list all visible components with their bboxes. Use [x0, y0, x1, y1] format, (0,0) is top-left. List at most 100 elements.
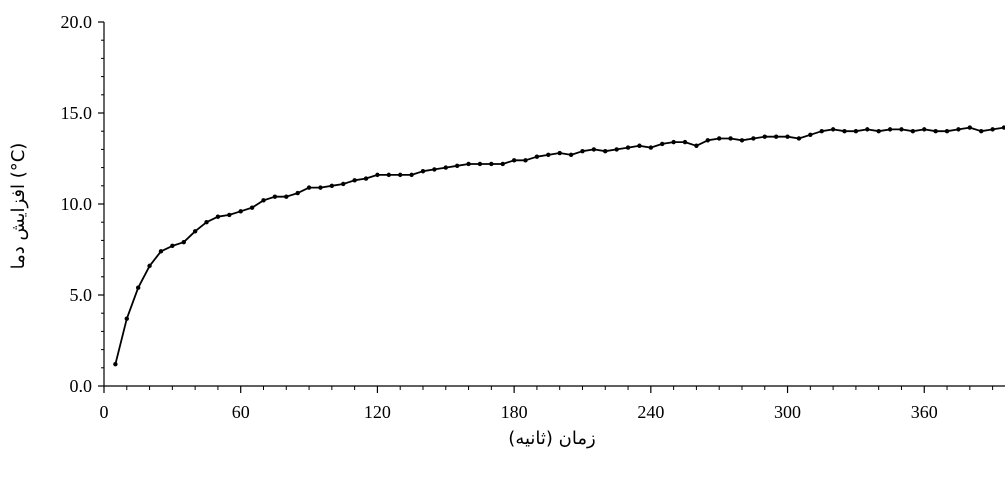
data-point: [796, 136, 802, 141]
x-tick-label: 240: [637, 402, 664, 422]
data-point: [534, 154, 540, 159]
data-point: [272, 194, 278, 199]
x-tick-label: 360: [911, 402, 938, 422]
x-tick-label: 180: [501, 402, 528, 422]
data-point: [808, 132, 813, 138]
data-point: [568, 152, 574, 158]
data-point: [363, 176, 369, 181]
data-point: [899, 127, 904, 132]
y-tick-label: 0.0: [70, 376, 93, 396]
data-point: [135, 285, 141, 290]
data-point: [284, 194, 289, 199]
data-point: [830, 127, 836, 132]
data-point: [204, 220, 209, 225]
data-point: [318, 185, 323, 190]
data-point: [694, 143, 699, 148]
data-point: [341, 181, 346, 187]
data-point: [420, 169, 426, 174]
data-point: [660, 141, 665, 147]
x-tick-label: 0: [100, 402, 109, 422]
data-point: [728, 136, 733, 141]
data-point: [500, 161, 505, 167]
tick-labels-layer: 0.0 5.0 10.0 15.0 20.0 0 60 120 180 240 300 360: [61, 12, 938, 422]
data-point: [887, 127, 893, 132]
axes-layer: [103, 22, 1005, 387]
data-point: [922, 127, 927, 132]
data-point: [147, 263, 152, 269]
data-point: [842, 129, 847, 134]
series-line: [114, 126, 1005, 365]
data-point: [489, 161, 494, 167]
data-point: [876, 129, 881, 134]
x-tick-label: 300: [774, 402, 801, 422]
data-point: [375, 172, 380, 178]
data-point: [990, 127, 995, 132]
data-point: [557, 150, 562, 156]
data-point: [956, 127, 961, 132]
data-point: [523, 158, 528, 163]
data-point: [716, 136, 722, 141]
data-point: [329, 183, 335, 188]
data-point: [113, 361, 118, 367]
data-point: [158, 249, 164, 254]
data-point: [181, 240, 186, 245]
data-point: [739, 138, 745, 143]
data-point: [386, 172, 392, 178]
data-point: [511, 158, 517, 163]
data-point: [432, 167, 437, 172]
data-point: [454, 163, 460, 168]
data-point: [614, 147, 619, 152]
data-point: [865, 127, 870, 132]
data-point: [637, 143, 642, 148]
data-point: [580, 149, 585, 154]
data-point: [853, 129, 859, 134]
data-point: [751, 136, 756, 141]
data-point: [124, 316, 129, 321]
ticks-layer: [98, 21, 994, 393]
data-point: [933, 129, 938, 134]
y-tick-label: 20.0: [61, 12, 93, 32]
data-point: [762, 134, 767, 139]
data-point: [910, 129, 916, 134]
data-point: [773, 134, 779, 139]
y-tick-label: 5.0: [70, 285, 93, 305]
data-point: [785, 134, 790, 139]
data-point: [591, 147, 597, 152]
data-point: [352, 178, 357, 183]
data-point: [409, 172, 414, 178]
data-point: [967, 125, 973, 130]
data-point: [398, 172, 403, 178]
data-point: [648, 145, 654, 150]
data-point: [215, 214, 221, 219]
x-tick-label: 60: [232, 402, 250, 422]
data-point: [477, 161, 483, 167]
data-point: [979, 129, 984, 134]
data-point: [819, 129, 824, 134]
y-axis-title: افزایش دما (°C): [8, 143, 29, 270]
y-tick-label: 15.0: [61, 103, 93, 123]
series-layer: [113, 125, 1005, 367]
y-tick-label: 10.0: [61, 194, 93, 214]
data-point: [682, 139, 688, 145]
data-point: [261, 198, 266, 203]
data-point: [170, 243, 175, 249]
data-point: [705, 138, 710, 143]
data-point: [227, 212, 232, 218]
data-point: [295, 190, 300, 196]
x-tick-label: 120: [364, 402, 391, 422]
data-point: [192, 229, 198, 234]
data-point: [625, 145, 631, 150]
data-point: [1001, 125, 1005, 130]
data-point: [546, 152, 551, 158]
data-point: [249, 205, 255, 210]
data-point: [944, 129, 950, 134]
data-point: [466, 161, 471, 167]
data-point: [443, 165, 448, 170]
x-axis-title: زمان (ثانیه): [508, 428, 595, 449]
data-point: [306, 185, 312, 190]
data-point: [671, 139, 676, 145]
data-point: [238, 209, 243, 214]
data-point: [603, 149, 608, 154]
